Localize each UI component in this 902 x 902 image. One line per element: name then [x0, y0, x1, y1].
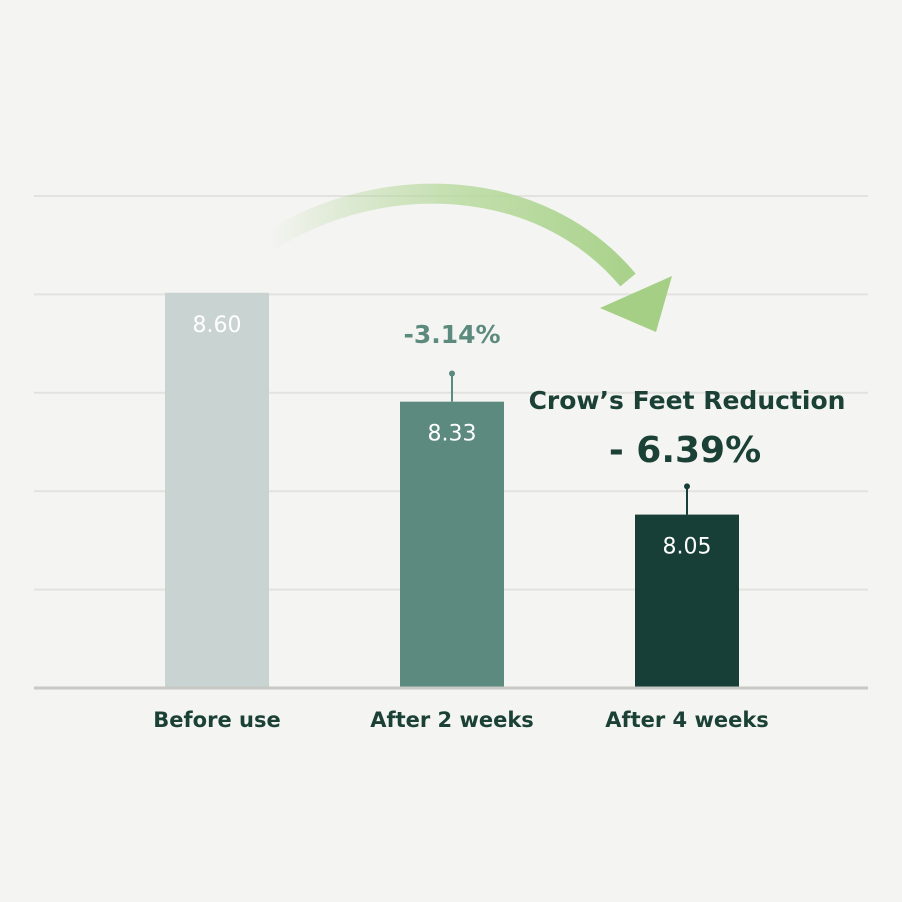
bar: [165, 292, 269, 688]
annotation: Crow’s Feet Reduction: [529, 386, 846, 415]
bar: [635, 514, 739, 688]
error-cap: [449, 370, 455, 377]
trend-arrow-head: [600, 276, 672, 332]
x-tick-label: After 4 weeks: [605, 708, 769, 732]
error-cap: [684, 483, 690, 490]
value-label: 8.60: [193, 313, 242, 338]
value-label: 8.33: [428, 422, 477, 447]
x-tick-label: After 2 weeks: [370, 708, 534, 732]
trend-arrow: [262, 183, 636, 287]
annotation: - 6.39%: [609, 430, 761, 471]
value-label: 8.05: [663, 535, 712, 560]
x-tick-label: Before use: [153, 708, 280, 732]
annotation: -3.14%: [403, 320, 500, 349]
bar: [400, 401, 504, 688]
